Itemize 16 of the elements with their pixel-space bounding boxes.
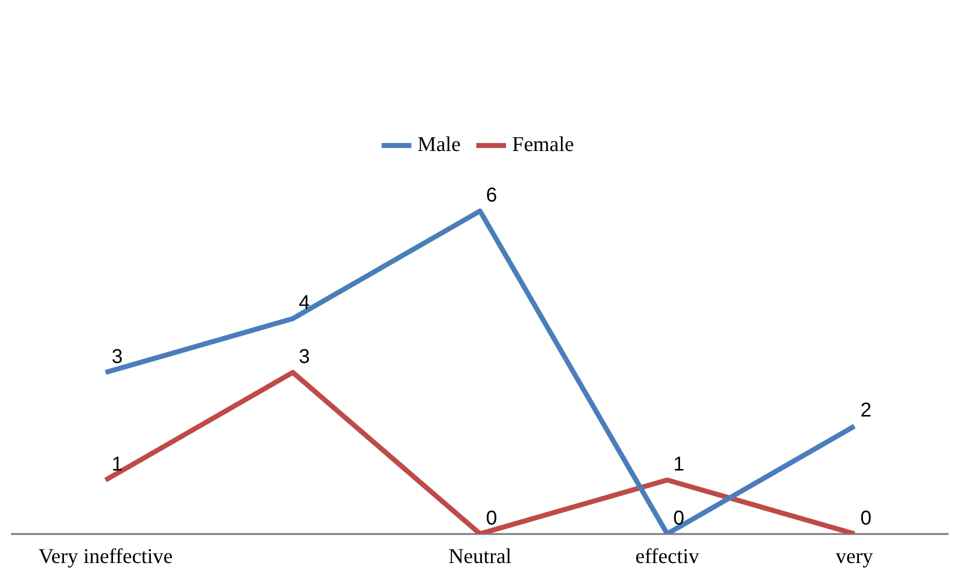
data-label: 4: [298, 292, 310, 314]
data-label: 6: [486, 184, 498, 207]
data-label: 3: [298, 346, 310, 368]
data-label: 0: [486, 507, 498, 530]
data-label: 0: [673, 507, 684, 530]
data-label: 1: [673, 454, 684, 476]
data-label: 3: [112, 346, 123, 368]
x-tick-label: Very ineffective: [38, 544, 173, 568]
data-label: 1: [112, 454, 123, 476]
x-tick-label: effectiv: [635, 544, 700, 568]
x-tick-label: very: [836, 544, 874, 568]
legend-label: Male: [418, 132, 461, 156]
data-label: 2: [860, 400, 872, 422]
legend-label: Female: [512, 132, 574, 156]
data-label: 0: [860, 507, 872, 530]
x-tick-label: Neutral: [448, 544, 512, 568]
